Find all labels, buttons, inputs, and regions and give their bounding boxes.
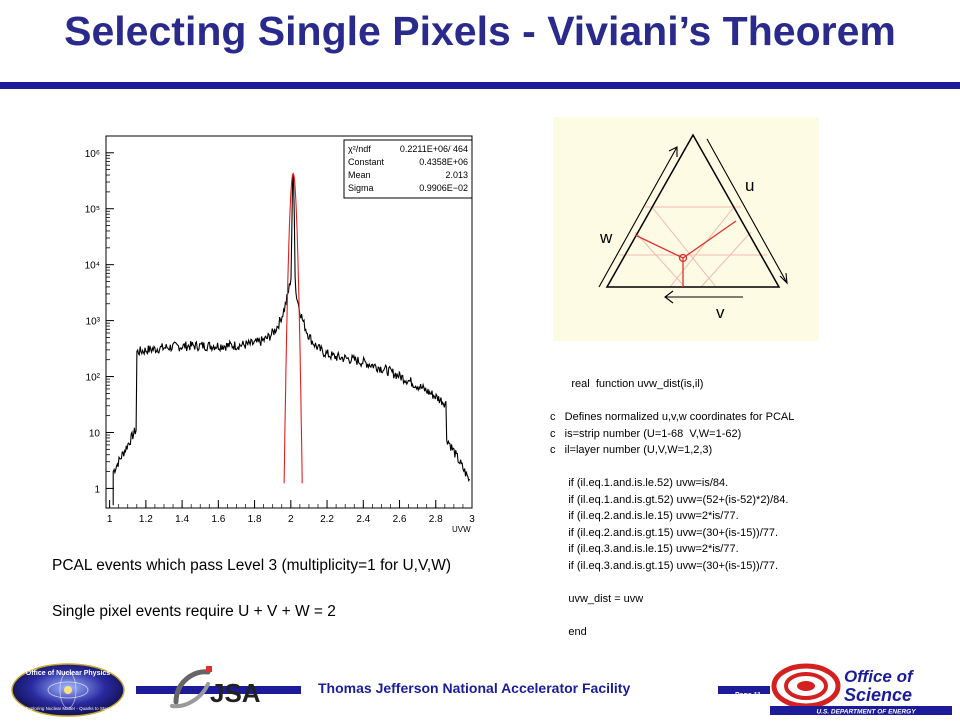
page-title: Selecting Single Pixels - Viviani’s Theo… <box>64 8 896 54</box>
viviani-triangle-diagram: u v w <box>553 117 819 341</box>
label-u: u <box>745 176 754 195</box>
uvw-histogram: 1 10 10² 10³ 10⁴ 10⁵ 10⁶ 1 1.2 1.4 1.6 1.8 2 2.2 2.4 2… <box>50 128 480 538</box>
svg-text:Office of Nuclear Physics: Office of Nuclear Physics <box>26 670 111 677</box>
code-line: if (il.eq.3.and.is.gt.15) uvw=(30+(is-15… <box>550 559 779 572</box>
code-line: real function uvw_dist(is,il) <box>550 378 704 390</box>
stats-value-chi2: 0.2211E+06/ 464 <box>400 144 468 154</box>
caption-single-pixel: Single pixel events require U + V + W = … <box>52 603 336 620</box>
y-tick-label: 10⁴ <box>85 261 100 272</box>
stats-value-sigma: 0.9906E−02 <box>419 183 468 193</box>
code-line <box>550 393 794 410</box>
footer-bar-left <box>136 686 301 694</box>
data-histogram-line <box>112 175 471 506</box>
svg-text:JSA: JSA <box>210 678 261 708</box>
code-line: if (il.eq.1.and.is.gt.52) uvw=(52+(is-52… <box>550 493 789 506</box>
stats-label-constant: Constant <box>348 157 385 167</box>
code-line: c il=layer number (U,V,W=1,2,3) <box>550 444 713 456</box>
code-line: uvw_dist = uvw <box>550 592 644 605</box>
stats-label-sigma: Sigma <box>348 183 374 193</box>
interior-point <box>678 253 688 263</box>
w-arrow <box>598 146 678 288</box>
y-tick-label: 10³ <box>86 317 101 328</box>
svg-text:Exploring Nuclear Matter - Qua: Exploring Nuclear Matter - Quarks to Sta… <box>26 706 112 711</box>
x-axis-ticks <box>109 500 473 508</box>
x-tick-label: 2 <box>288 514 294 525</box>
x-tick-label: 2.4 <box>356 514 370 525</box>
office-of-nuclear-physics-logo: Office of Nuclear Physics Exploring Nucl… <box>10 663 126 717</box>
y-tick-label: 10⁶ <box>85 149 100 160</box>
jsa-logo: JSA <box>168 662 268 712</box>
x-tick-label: 2.8 <box>429 514 443 525</box>
code-line: c is=strip number (U=1-68 V,W=1-62) <box>550 427 742 440</box>
triangle-outline <box>605 133 781 288</box>
u-arrowhead <box>779 272 788 285</box>
label-v: v <box>716 303 725 322</box>
triangle-svg: u v w <box>598 133 788 322</box>
footer-bar-right <box>718 686 770 694</box>
code-line <box>550 459 794 476</box>
x-tick-label: 1.2 <box>139 514 153 525</box>
page-number: Page 11 <box>735 692 762 699</box>
code-line: c Defines normalized u,v,w coordinates f… <box>550 411 795 423</box>
histogram-svg: 1 10 10² 10³ 10⁴ 10⁵ 10⁶ 1 1.2 1.4 1.6 1.8 2 2.2 2.4 2… <box>85 135 475 534</box>
svg-text:U.S. DEPARTMENT OF ENERGY: U.S. DEPARTMENT OF ENERGY <box>816 709 916 716</box>
x-tick-label: 1.4 <box>175 514 189 525</box>
stats-label-mean: Mean <box>348 170 371 180</box>
stats-label-chi2: χ²/ndf <box>348 144 371 154</box>
fortran-code-block: real function uvw_dist(is,il) c Defines … <box>550 376 794 640</box>
caption-level3: PCAL events which pass Level 3 (multipli… <box>52 557 451 574</box>
u-arrow <box>706 138 788 284</box>
x-tick-label: 3 <box>469 514 475 525</box>
x-axis-label: UVW <box>452 525 471 534</box>
code-line: if (il.eq.3.and.is.le.15) uvw=2*is/77. <box>550 543 739 555</box>
footer-lab-name: Thomas Jefferson National Accelerator Fa… <box>318 680 631 696</box>
gaussian-fit-line <box>283 172 303 484</box>
y-tick-label: 1 <box>94 484 100 495</box>
svg-text:Office of: Office of <box>844 667 915 686</box>
stats-value-constant: 0.4358E+06 <box>419 157 468 167</box>
code-line: if (il.eq.1.and.is.le.52) uvw=is/84. <box>550 477 729 489</box>
direction-arrows <box>598 138 788 304</box>
y-tick-label: 10 <box>89 428 101 439</box>
office-of-science-logo: Office of Science U.S. DEPARTMENT OF ENE… <box>770 660 952 716</box>
label-w: w <box>599 228 613 247</box>
x-tick-label: 2.6 <box>393 514 407 525</box>
code-line <box>550 574 794 591</box>
x-tick-label: 1 <box>107 514 113 525</box>
code-line: if (il.eq.2.and.is.gt.15) uvw=(30+(is-15… <box>550 526 779 539</box>
title-divider <box>0 82 960 89</box>
strip-guide-lines <box>619 206 767 288</box>
w-arrowhead <box>668 146 678 157</box>
code-line: if (il.eq.2.and.is.le.15) uvw=2*is/77. <box>550 510 739 522</box>
stats-value-mean: 2.013 <box>445 170 468 180</box>
y-tick-label: 10² <box>86 373 101 384</box>
stats-box <box>343 139 473 199</box>
code-line <box>550 607 794 624</box>
x-tick-label: 1.8 <box>248 514 262 525</box>
code-line: end <box>550 625 587 638</box>
v-arrowhead <box>664 290 674 304</box>
y-tick-label: 10⁵ <box>85 205 100 216</box>
x-tick-label: 2.2 <box>320 514 334 525</box>
x-tick-label: 1.6 <box>211 514 225 525</box>
svg-text:Science: Science <box>844 685 912 705</box>
perpendicular-lines <box>634 220 737 287</box>
